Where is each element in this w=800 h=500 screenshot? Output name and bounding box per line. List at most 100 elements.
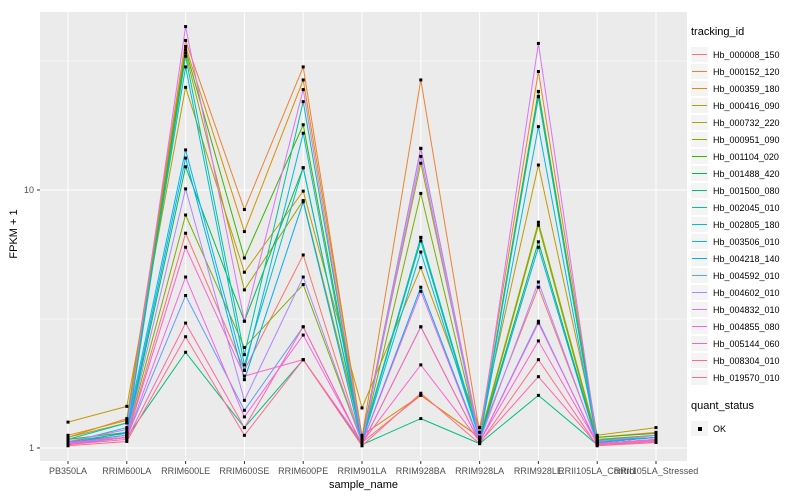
legend-label: Hb_000008_150 xyxy=(713,49,780,60)
data-point xyxy=(242,270,246,274)
series-color-line-icon xyxy=(692,189,707,191)
data-point xyxy=(419,285,423,289)
x-tick-label: PB350LA xyxy=(49,466,87,476)
data-point xyxy=(184,187,188,191)
data-point xyxy=(654,431,658,435)
data-point xyxy=(184,294,188,298)
data-point xyxy=(184,350,188,354)
data-point xyxy=(595,435,599,439)
legend-key-box xyxy=(691,166,708,181)
series-color-line-icon xyxy=(692,121,707,123)
series-color-line-icon xyxy=(692,240,707,242)
data-point xyxy=(301,200,305,204)
data-point xyxy=(654,437,658,441)
data-point xyxy=(301,325,305,329)
legend-key-box xyxy=(691,370,708,385)
series-color-line-icon xyxy=(692,359,707,361)
data-point xyxy=(184,85,188,89)
legend-item: Hb_000008_150 xyxy=(691,46,799,63)
legend-item: Hb_000416_090 xyxy=(691,97,799,114)
series-color-line-icon xyxy=(692,376,707,378)
data-point xyxy=(301,166,305,170)
data-point xyxy=(419,161,423,165)
data-point xyxy=(536,358,540,362)
data-point xyxy=(125,426,129,430)
series-color-line-icon xyxy=(692,155,707,157)
data-point xyxy=(66,437,70,441)
legend-label: Hb_001104_020 xyxy=(713,151,779,162)
data-point xyxy=(419,146,423,150)
data-point xyxy=(419,325,423,329)
series-color-line-icon xyxy=(692,172,707,174)
data-point xyxy=(301,88,305,92)
legend-label: Hb_004592_010 xyxy=(713,270,780,281)
legend-key-box xyxy=(691,234,708,249)
legend-key-box xyxy=(691,115,708,130)
data-point xyxy=(125,437,129,441)
legend-label: Hb_003506_010 xyxy=(713,236,780,247)
data-point xyxy=(536,125,540,129)
legend-label: Hb_000152_120 xyxy=(713,66,780,77)
data-point xyxy=(184,51,188,55)
x-tick-label: RRII105LA_Stressed xyxy=(614,466,699,476)
data-point xyxy=(301,283,305,287)
legend-key-box xyxy=(691,302,708,317)
data-point xyxy=(419,289,423,293)
legend-item: Hb_008304_010 xyxy=(691,352,799,369)
series-color-line-icon xyxy=(692,257,707,259)
series-color-line-icon xyxy=(692,325,707,327)
legend-label: Hb_019570_010 xyxy=(713,372,780,383)
data-point xyxy=(360,433,364,437)
data-point xyxy=(536,41,540,45)
data-point xyxy=(595,433,599,437)
data-point xyxy=(125,427,129,431)
legend-label: Hb_002045_010 xyxy=(713,202,780,213)
legend-label: Hb_008304_010 xyxy=(713,355,780,366)
data-point xyxy=(536,95,540,99)
series-color-line-icon xyxy=(692,138,707,140)
data-point xyxy=(419,235,423,239)
data-point xyxy=(536,280,540,284)
y-tick-label: 10 xyxy=(24,185,34,195)
legend-key-box xyxy=(691,64,708,79)
data-point xyxy=(125,421,129,425)
data-point xyxy=(419,391,423,395)
data-point xyxy=(301,100,305,104)
data-point xyxy=(419,250,423,254)
data-point xyxy=(125,439,129,443)
legend-item: Hb_000951_090 xyxy=(691,131,799,148)
data-point xyxy=(242,363,246,367)
data-point xyxy=(66,441,70,445)
data-point xyxy=(536,240,540,244)
data-point xyxy=(125,430,129,434)
data-point xyxy=(301,189,305,193)
data-point xyxy=(301,78,305,82)
legend-label: Hb_002805_180 xyxy=(713,219,780,230)
data-point xyxy=(419,393,423,397)
data-point xyxy=(242,433,246,437)
data-point xyxy=(184,65,188,69)
legend-key-box xyxy=(691,183,708,198)
legend-item: Hb_000359_180 xyxy=(691,80,799,97)
legend-key-box xyxy=(691,353,708,368)
data-point xyxy=(242,208,246,212)
data-point xyxy=(242,368,246,372)
legend-key-box xyxy=(691,132,708,147)
legend-key-box xyxy=(691,81,708,96)
legend-label: Hb_001500_080 xyxy=(713,185,780,196)
legend-item: Hb_001500_080 xyxy=(691,182,799,199)
data-point xyxy=(536,321,540,325)
legend-item: Hb_000152_120 xyxy=(691,63,799,80)
data-point xyxy=(654,426,658,430)
legend-label: OK xyxy=(713,423,727,434)
data-point xyxy=(242,378,246,382)
data-point xyxy=(301,131,305,135)
data-point xyxy=(184,25,188,29)
legend-label: Hb_004832_010 xyxy=(713,304,780,315)
data-point xyxy=(301,358,305,362)
data-point xyxy=(242,426,246,430)
data-point xyxy=(242,415,246,419)
data-point xyxy=(66,444,70,448)
data-point xyxy=(184,38,188,42)
legend-key-box xyxy=(691,336,708,351)
